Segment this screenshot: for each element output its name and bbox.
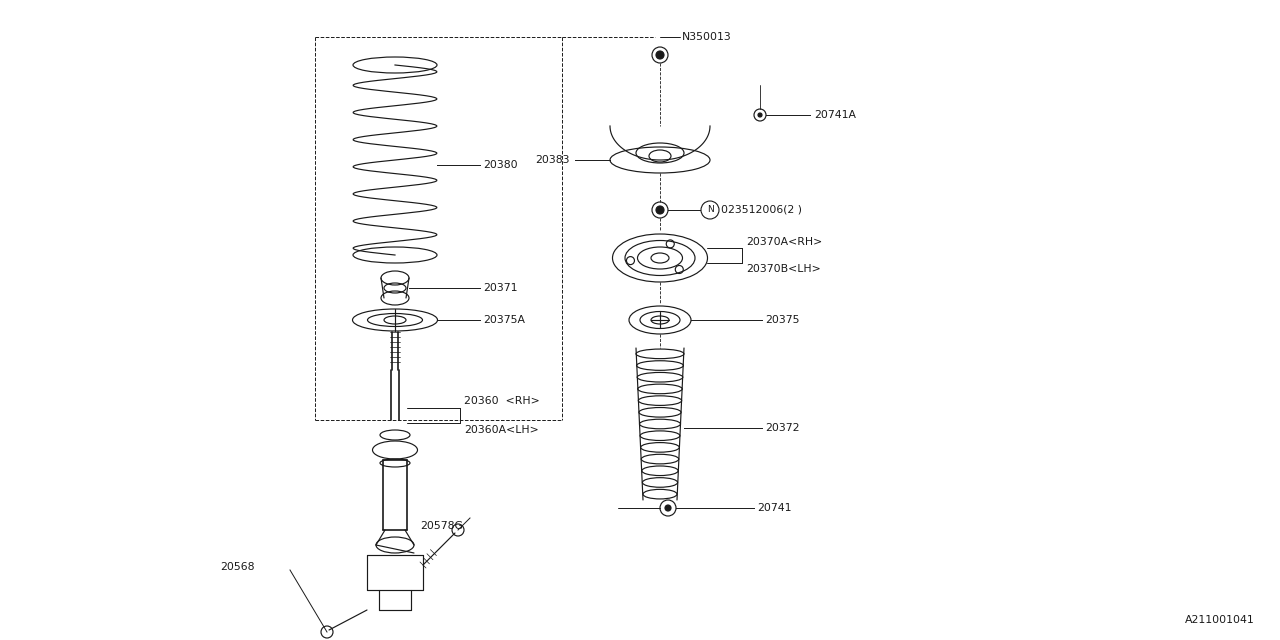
Text: 20375A: 20375A <box>483 315 525 325</box>
Text: 20360  <RH>: 20360 <RH> <box>465 396 540 406</box>
Text: 20578G: 20578G <box>420 521 463 531</box>
Text: N350013: N350013 <box>682 32 732 42</box>
Circle shape <box>657 206 664 214</box>
Text: 20741A: 20741A <box>814 110 856 120</box>
Circle shape <box>657 51 664 59</box>
Text: 20370B<LH>: 20370B<LH> <box>746 264 820 274</box>
Text: 20370A<RH>: 20370A<RH> <box>746 237 822 247</box>
Text: 20360A<LH>: 20360A<LH> <box>465 425 539 435</box>
Text: 20372: 20372 <box>765 423 800 433</box>
Text: 20568: 20568 <box>220 562 255 572</box>
Text: 20375: 20375 <box>765 315 800 325</box>
Text: 20380: 20380 <box>483 160 517 170</box>
Text: 20371: 20371 <box>483 283 517 293</box>
Text: 20741: 20741 <box>756 503 791 513</box>
Text: 023512006(2 ): 023512006(2 ) <box>721 205 803 215</box>
Text: 20383: 20383 <box>535 155 570 165</box>
Text: A211001041: A211001041 <box>1185 615 1254 625</box>
Text: N: N <box>707 205 713 214</box>
Circle shape <box>758 113 762 117</box>
Circle shape <box>666 505 671 511</box>
